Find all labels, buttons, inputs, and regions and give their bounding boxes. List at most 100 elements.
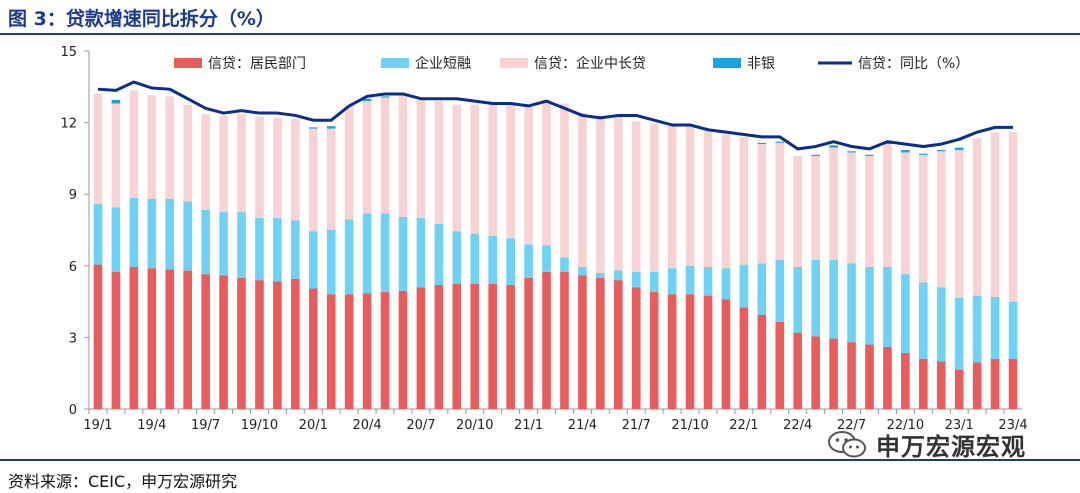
bar-corporate-short <box>398 216 408 291</box>
bar-residential <box>829 338 838 409</box>
bar-residential <box>524 277 533 409</box>
footer-rule <box>0 459 1080 461</box>
bar-corporate-medium-long <box>811 156 820 260</box>
bar-residential <box>488 283 498 409</box>
bar-non-bank <box>865 154 874 157</box>
bar-corporate-short <box>129 197 139 267</box>
bar-corporate-medium-long <box>775 142 785 260</box>
bar-corporate-short <box>560 257 569 272</box>
loan-growth-chart: 0 3 6 9 12 15 19/1 19/4 19/7 19/10 20/1 20/4 20/7 20/… <box>60 45 1027 433</box>
bar-corporate-short <box>165 198 175 270</box>
bar-corporate-medium-long <box>596 115 605 273</box>
bar-corporate-medium-long <box>560 103 569 258</box>
bar-residential <box>326 294 336 409</box>
bar-corporate-short <box>326 230 336 295</box>
bar-residential <box>703 295 713 409</box>
bar-corporate-short <box>237 212 246 278</box>
bar-non-bank <box>308 127 318 129</box>
bar-corporate-short <box>488 235 498 284</box>
legend-swatch <box>713 58 741 68</box>
line-yoy <box>97 80 1014 151</box>
bar-corporate-medium-long <box>631 121 641 272</box>
legend-non-bank: 非银 <box>713 56 775 72</box>
bar-corporate-short <box>362 213 372 294</box>
chart-title: 图 3：贷款增速同比拆分（%） <box>8 8 275 30</box>
bar-corporate-short <box>470 233 480 284</box>
bar-residential <box>380 292 390 409</box>
x-tick-label: 19/4 <box>137 418 166 433</box>
bar-non-bank <box>901 150 910 153</box>
bar-corporate-short <box>1008 301 1018 359</box>
bar-residential <box>631 287 641 409</box>
bar-corporate-short <box>919 282 928 359</box>
legend-label: 信贷：企业中长贷 <box>534 55 646 72</box>
bar-corporate-medium-long <box>793 156 803 267</box>
bar-corporate-medium-long <box>847 152 856 264</box>
bar-residential <box>147 268 157 409</box>
y-tick-label: 9 <box>69 188 77 203</box>
bar-non-bank <box>847 151 856 153</box>
bar-corporate-medium-long <box>201 114 210 210</box>
bar-residential <box>506 284 515 409</box>
bar-corporate-medium-long <box>237 114 246 213</box>
bar-corporate-short <box>631 271 641 288</box>
bar-non-bank <box>380 96 390 98</box>
bar-residential <box>613 280 623 409</box>
bar-corporate-medium-long <box>380 97 390 214</box>
bar-corporate-medium-long <box>398 95 408 217</box>
legend-residential: 信贷：居民部门 <box>174 56 306 72</box>
bar-residential <box>793 332 803 409</box>
bar-corporate-medium-long <box>578 113 587 267</box>
bar-corporate-medium-long <box>344 105 354 220</box>
bar-non-bank <box>811 154 820 157</box>
bar-residential <box>201 274 210 409</box>
bar-residential <box>219 275 228 409</box>
bar-corporate-medium-long <box>739 136 749 265</box>
x-tick-label: 21/1 <box>514 418 543 433</box>
bar-residential <box>470 283 480 409</box>
bar-corporate-medium-long <box>93 93 103 204</box>
bar-corporate-medium-long <box>649 123 659 272</box>
bar-residential <box>434 284 444 409</box>
y-tick-label: 15 <box>60 45 77 60</box>
bar-corporate-medium-long <box>524 107 533 245</box>
bar-corporate-medium-long <box>416 99 426 219</box>
legend-label: 企业短融 <box>415 55 471 72</box>
bar-corporate-short <box>291 220 300 279</box>
bar-corporate-medium-long <box>901 152 910 275</box>
bar-corporate-medium-long <box>273 117 282 219</box>
bar-layer <box>93 90 1018 409</box>
bar-residential <box>936 361 946 409</box>
bar-residential <box>560 271 569 409</box>
x-tick-label: 19/1 <box>83 418 112 433</box>
bar-residential <box>757 314 767 409</box>
bar-corporate-medium-long <box>954 150 964 299</box>
legend-label: 非银 <box>747 56 775 72</box>
bar-corporate-medium-long <box>434 101 444 225</box>
bar-residential <box>649 292 659 409</box>
bar-corporate-short <box>273 218 282 282</box>
bar-residential <box>596 277 605 409</box>
x-tick-label: 20/4 <box>353 418 382 433</box>
bar-residential <box>183 270 192 409</box>
bar-corporate-short <box>416 218 426 288</box>
x-tick-label: 21/7 <box>622 418 651 433</box>
bar-corporate-short <box>452 231 462 284</box>
bar-residential <box>291 278 300 409</box>
bar-corporate-short <box>183 201 192 271</box>
bar-corporate-short <box>847 263 856 343</box>
bar-corporate-medium-long <box>506 104 515 239</box>
x-tick-label: 21/4 <box>568 418 597 433</box>
bar-residential <box>255 280 264 409</box>
bar-corporate-short <box>434 224 444 285</box>
bar-corporate-short <box>703 266 713 296</box>
y-tick-label: 0 <box>69 403 77 418</box>
x-tick-label: 22/10 <box>887 418 924 433</box>
bar-corporate-medium-long <box>990 132 1000 297</box>
x-tick-label: 20/10 <box>456 418 493 433</box>
bar-residential <box>542 271 551 409</box>
x-tick-label: 22/7 <box>837 418 866 433</box>
bar-corporate-medium-long <box>685 124 695 266</box>
bar-corporate-short <box>578 266 587 276</box>
bar-corporate-medium-long <box>542 99 551 246</box>
